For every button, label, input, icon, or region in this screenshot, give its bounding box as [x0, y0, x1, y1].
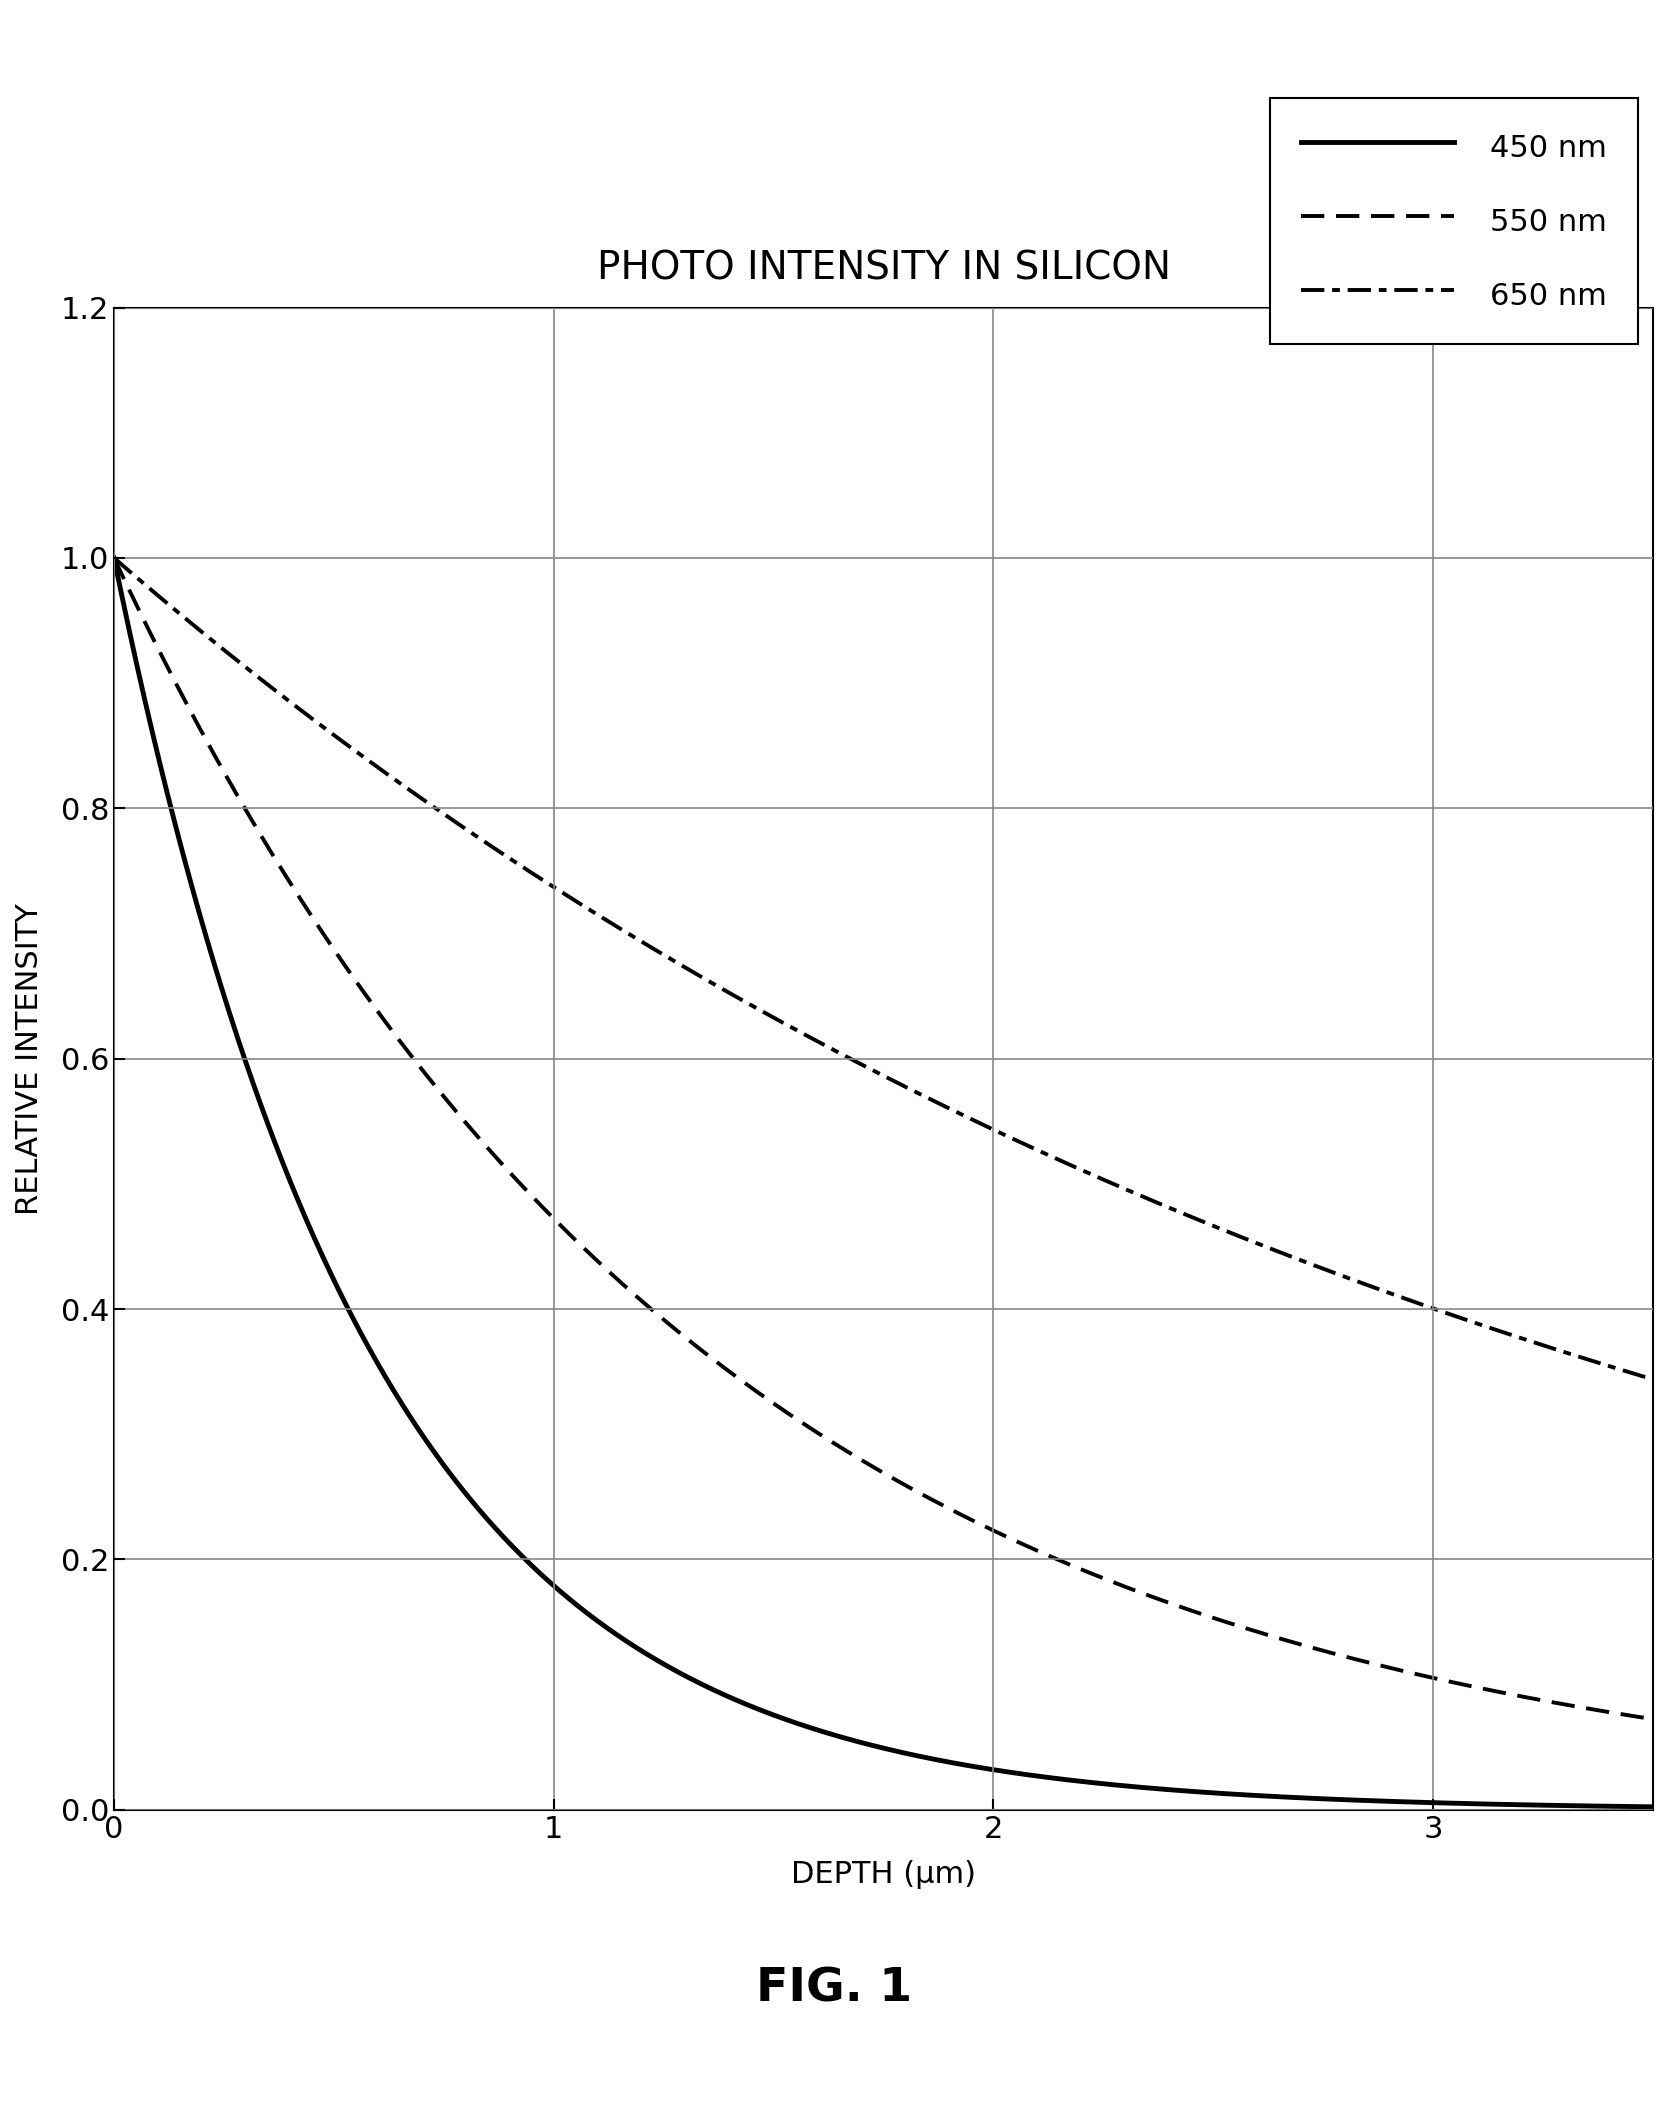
550 nm — [1598, 1699, 1618, 1725]
450 nm — [1316, 1786, 1336, 1811]
650 nm — [1643, 1367, 1663, 1392]
Y-axis label: RELATIVE INTENSITY: RELATIVE INTENSITY — [15, 904, 43, 1215]
Text: FIG. 1: FIG. 1 — [756, 1966, 912, 2012]
550 nm — [1316, 1638, 1336, 1663]
550 nm — [1598, 1699, 1618, 1725]
550 nm — [182, 703, 202, 728]
450 nm — [852, 1731, 872, 1756]
450 nm — [103, 546, 123, 571]
Line: 550 nm: 550 nm — [113, 559, 1653, 1718]
550 nm — [812, 1422, 832, 1447]
Line: 650 nm: 650 nm — [113, 559, 1653, 1380]
450 nm — [812, 1718, 832, 1744]
450 nm — [182, 876, 202, 901]
650 nm — [1598, 1352, 1618, 1378]
550 nm — [852, 1447, 872, 1473]
Legend: 450 nm, 550 nm, 650 nm: 450 nm, 550 nm, 650 nm — [1271, 97, 1638, 343]
550 nm — [1643, 1705, 1663, 1731]
650 nm — [852, 1052, 872, 1077]
450 nm — [1643, 1794, 1663, 1820]
650 nm — [812, 1030, 832, 1056]
Line: 450 nm: 450 nm — [113, 559, 1653, 1807]
650 nm — [103, 546, 123, 571]
X-axis label: DEPTH (μm): DEPTH (μm) — [791, 1860, 976, 1890]
650 nm — [1316, 1257, 1336, 1282]
450 nm — [1598, 1794, 1618, 1820]
Title: PHOTO INTENSITY IN SILICON: PHOTO INTENSITY IN SILICON — [597, 250, 1171, 288]
650 nm — [182, 612, 202, 637]
450 nm — [1598, 1794, 1618, 1820]
650 nm — [1598, 1352, 1618, 1378]
550 nm — [103, 546, 123, 571]
